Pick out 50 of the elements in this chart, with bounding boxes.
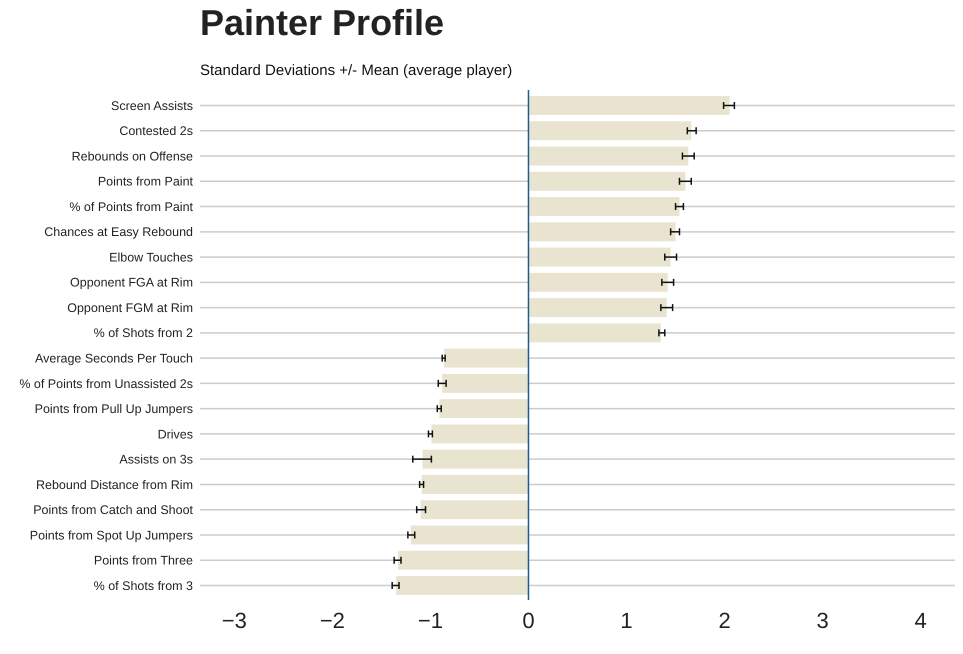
- bar: [528, 222, 676, 242]
- y-tick-label: Points from Catch and Shoot: [33, 503, 194, 518]
- x-tick-label: 1: [620, 608, 633, 633]
- bar: [396, 576, 528, 595]
- bar: [420, 500, 528, 520]
- y-tick-label: Rebounds on Offense: [72, 149, 194, 164]
- x-tick-label: 2: [718, 608, 731, 633]
- bar: [528, 272, 668, 292]
- y-tick-label: Points from Three: [94, 554, 194, 568]
- y-tick-label: Average Seconds Per Touch: [35, 352, 194, 366]
- x-tick-label: −1: [418, 608, 443, 633]
- bar: [528, 197, 680, 216]
- x-tick-label: 0: [522, 608, 535, 633]
- x-tick-label: −2: [320, 608, 345, 633]
- y-tick-label: Elbow Touches: [109, 250, 193, 264]
- bar: [422, 450, 528, 469]
- bar: [398, 550, 528, 570]
- bar: [528, 146, 688, 166]
- bar: [442, 374, 528, 393]
- y-tick-label: Drives: [158, 427, 193, 442]
- y-tick-label: Assists on 3s: [119, 452, 193, 467]
- bar: [528, 248, 671, 267]
- y-tick-label: % of Points from Paint: [69, 200, 194, 214]
- bar: [422, 474, 528, 494]
- bar: [444, 348, 528, 368]
- y-tick-label: % of Points from Unassisted 2s: [19, 376, 193, 391]
- y-tick-label: Points from Pull Up Jumpers: [34, 402, 193, 416]
- x-tick-label: −3: [222, 608, 247, 633]
- y-tick-label: Chances at Easy Rebound: [44, 225, 194, 240]
- y-tick-label: Opponent FGA at Rim: [70, 276, 193, 290]
- y-tick-label: % of Shots from 3: [94, 578, 194, 593]
- y-tick-label: Rebound Distance from Rim: [36, 478, 193, 492]
- y-tick-label: Points from Spot Up Jumpers: [30, 528, 193, 542]
- bar: [410, 525, 528, 544]
- bar: [528, 96, 730, 115]
- bar: [439, 399, 528, 418]
- y-tick-label: Screen Assists: [111, 98, 193, 113]
- bar: [431, 424, 528, 444]
- x-tick-label: 3: [816, 608, 829, 633]
- y-tick-label: % of Shots from 2: [94, 326, 194, 340]
- bar: [528, 172, 686, 191]
- y-tick-label: Points from Paint: [98, 174, 194, 189]
- y-tick-label: Opponent FGM at Rim: [67, 300, 193, 315]
- x-tick-label: 4: [914, 608, 927, 633]
- y-tick-label: Contested 2s: [119, 124, 193, 138]
- chart-subtitle: Standard Deviations +/- Mean (average player): [200, 62, 512, 79]
- bar: [528, 298, 667, 318]
- bar: [528, 323, 661, 342]
- bar: [528, 121, 692, 140]
- chart-title: Painter Profile: [200, 2, 444, 43]
